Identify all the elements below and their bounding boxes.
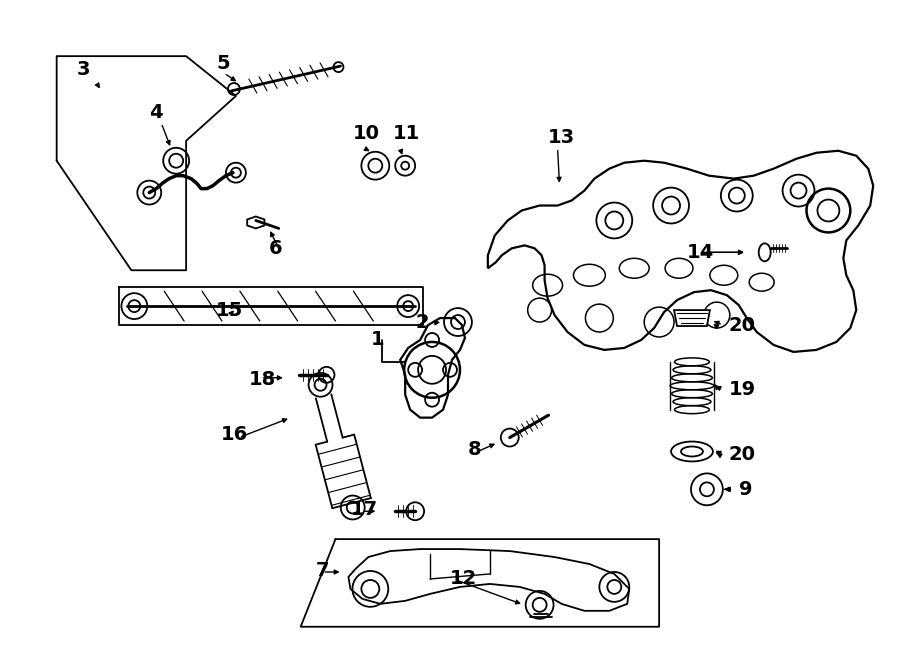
Text: 20: 20 [729, 445, 756, 464]
Text: 11: 11 [393, 124, 420, 143]
Text: 7: 7 [316, 561, 329, 580]
Text: 15: 15 [216, 301, 243, 319]
Text: 17: 17 [350, 500, 377, 519]
Text: 13: 13 [547, 128, 575, 147]
Text: 2: 2 [415, 313, 428, 332]
Polygon shape [674, 310, 710, 326]
Polygon shape [488, 151, 873, 352]
Text: 4: 4 [149, 103, 163, 122]
Polygon shape [248, 217, 265, 229]
Text: 20: 20 [729, 315, 756, 334]
Text: 6: 6 [269, 239, 283, 258]
Text: 5: 5 [216, 54, 230, 73]
Text: 1: 1 [370, 330, 384, 350]
Text: 18: 18 [248, 370, 276, 389]
Polygon shape [348, 549, 629, 611]
Text: 12: 12 [450, 570, 477, 588]
Text: 10: 10 [353, 124, 380, 143]
Text: 19: 19 [729, 380, 756, 399]
Text: 8: 8 [468, 440, 482, 459]
Polygon shape [400, 318, 465, 418]
Text: 14: 14 [687, 243, 715, 262]
Text: 9: 9 [739, 480, 752, 499]
Text: 3: 3 [76, 59, 90, 79]
Text: 16: 16 [221, 425, 248, 444]
